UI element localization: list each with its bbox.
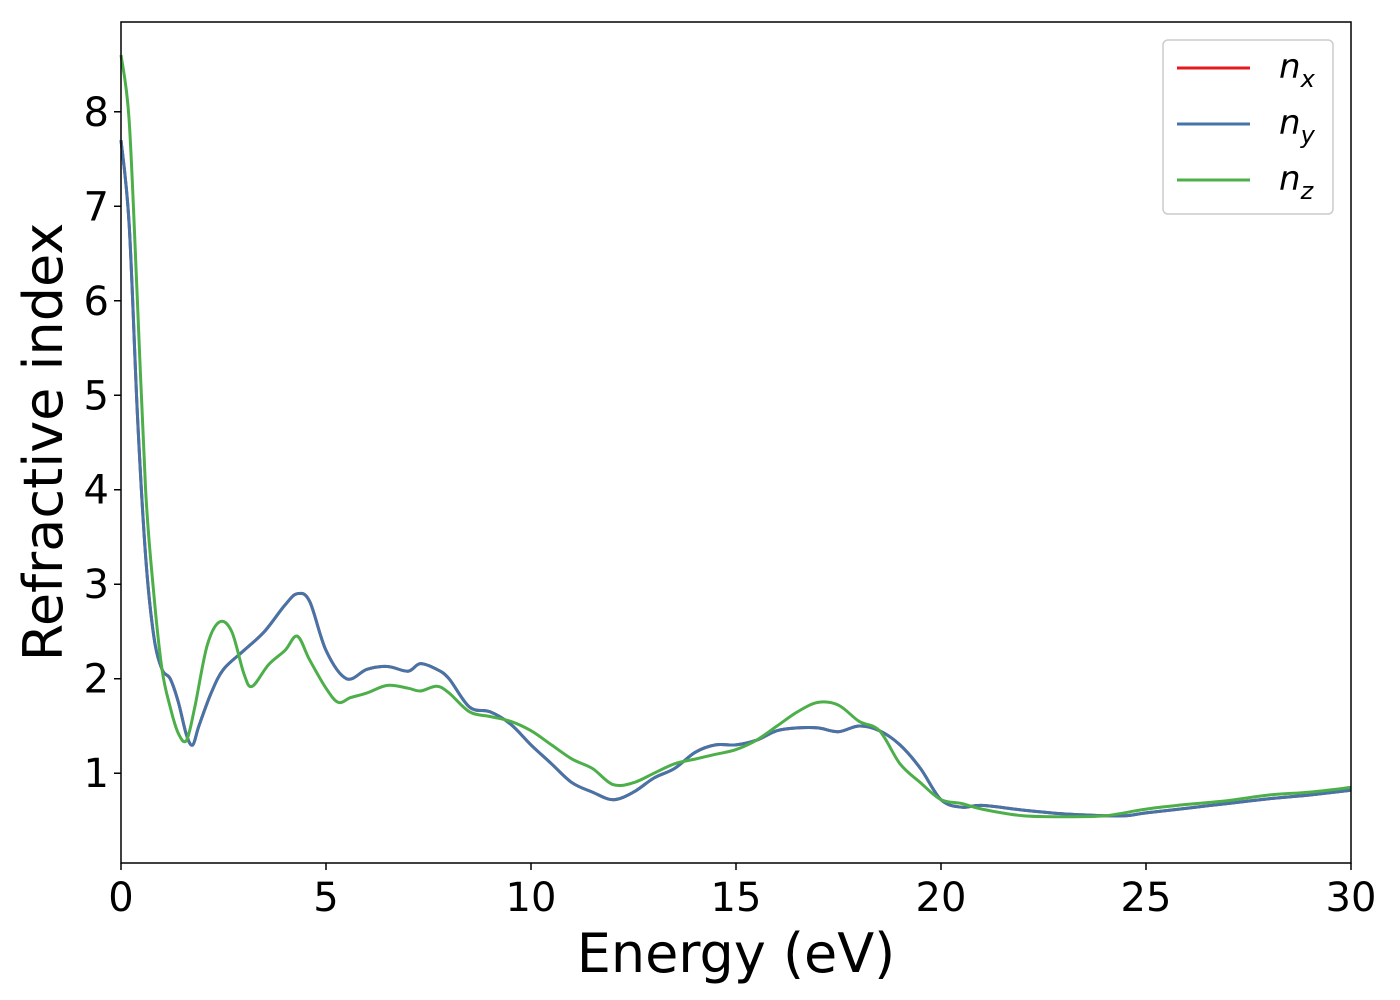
- x-axis-label: Energy (eV): [577, 922, 896, 985]
- x-tick-label: 25: [1121, 875, 1172, 921]
- y-tick-label: 2: [84, 657, 109, 703]
- x-tick-label: 10: [506, 875, 557, 921]
- y-axis-label: Refractive index: [12, 223, 75, 662]
- plot-lines: [119, 54, 1352, 819]
- x-tick-label: 30: [1326, 875, 1377, 921]
- y-tick-label: 3: [84, 562, 109, 608]
- x-axis-ticks: 0 5 10 15 20 25 30: [108, 863, 1376, 921]
- x-tick-label: 0: [108, 875, 133, 921]
- x-tick-label: 15: [711, 875, 762, 921]
- y-tick-label: 8: [84, 90, 109, 136]
- series-line-nz: [119, 54, 1352, 819]
- y-tick-label: 6: [84, 279, 109, 325]
- y-tick-label: 4: [84, 468, 109, 514]
- x-tick-label: 20: [916, 875, 967, 921]
- y-tick-label: 7: [84, 184, 109, 230]
- x-tick-label: 5: [313, 875, 338, 921]
- y-axis-ticks: 1 2 3 4 5 6 7 8: [84, 90, 121, 797]
- legend-box: [1162, 39, 1334, 215]
- y-tick-label: 1: [84, 751, 109, 797]
- y-tick-label: 5: [84, 373, 109, 419]
